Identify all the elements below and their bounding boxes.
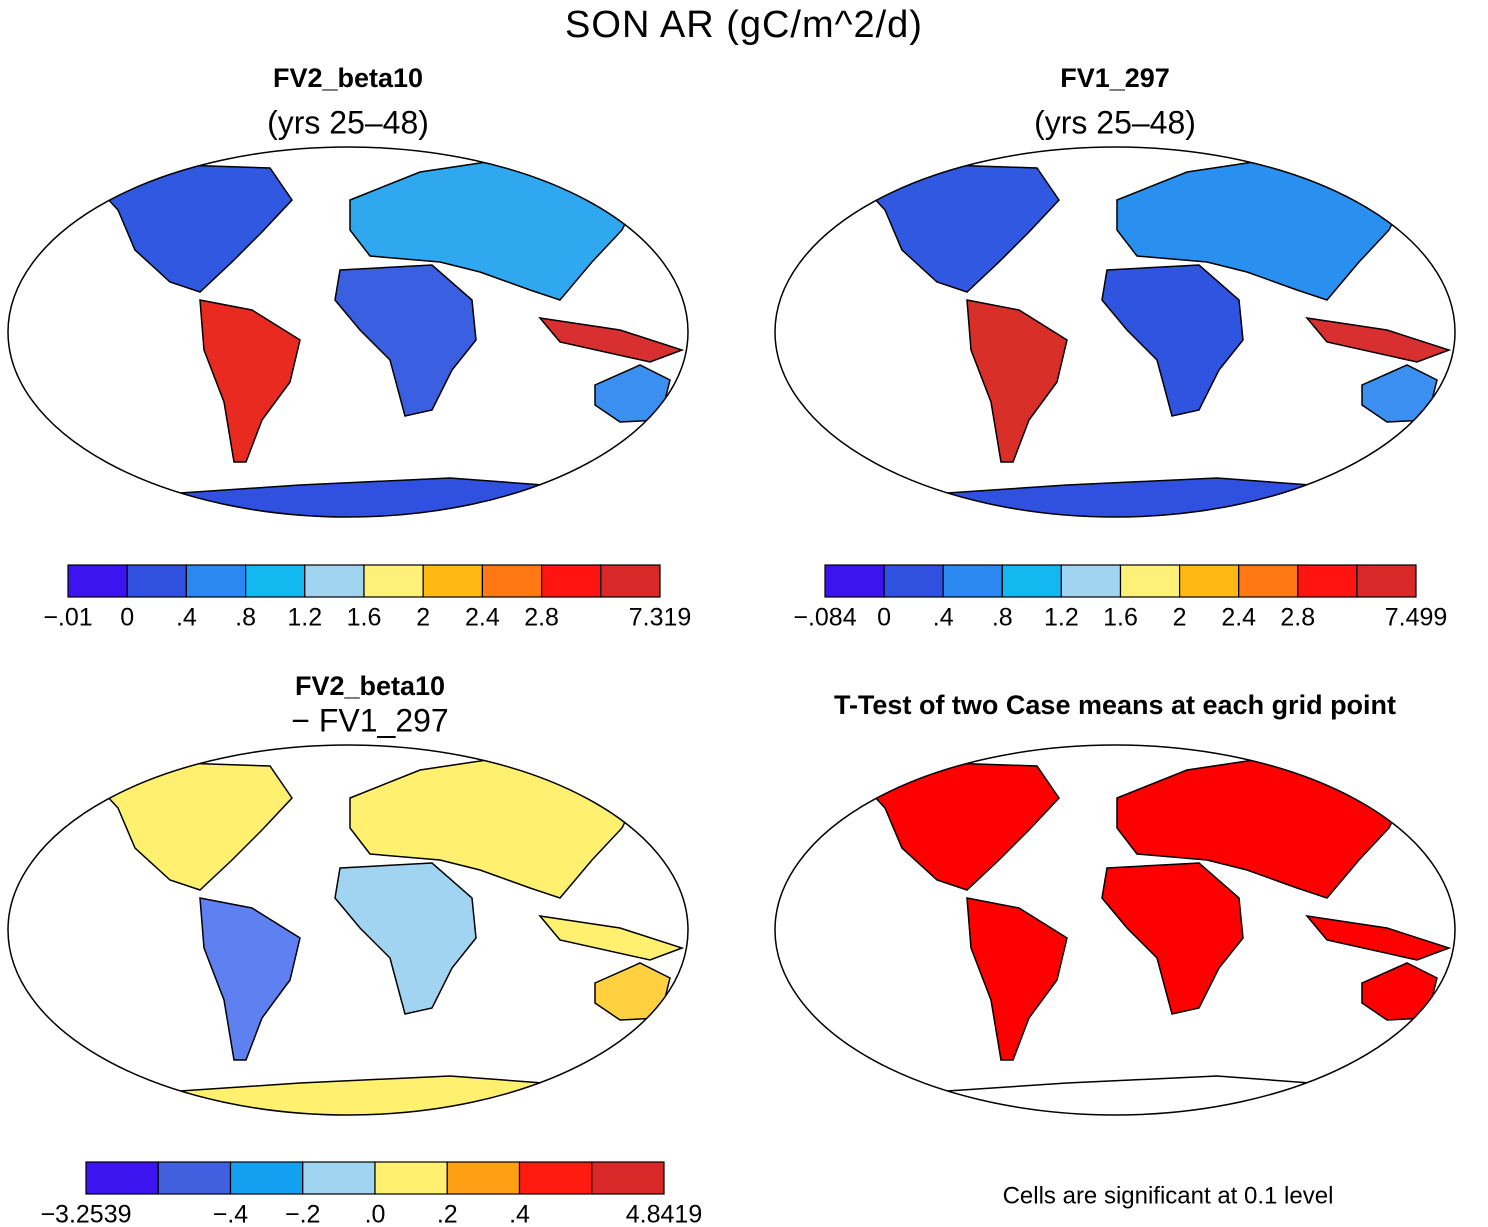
colorbar-label: 1.2 (1044, 604, 1079, 632)
colorbar-label: 0 (877, 604, 891, 632)
colorbar-label: 2.8 (1280, 604, 1315, 632)
map-border (774, 744, 1456, 1116)
colorbar-box (1356, 564, 1417, 598)
panel-subtitle: − FV1_297 (291, 702, 448, 738)
land-au (594, 962, 671, 1021)
map (93, 757, 685, 1115)
land-sa (966, 897, 1068, 1061)
land-au (594, 364, 671, 423)
colorbar-label: −.084 (793, 604, 856, 632)
colorbar-box (446, 1161, 521, 1195)
colorbar-label: 2.4 (465, 604, 500, 632)
colorbar-box (824, 564, 885, 598)
panel-subtitle: (yrs 25–48) (1034, 104, 1196, 140)
colorbar-label: 2 (1173, 604, 1187, 632)
colorbar-box (518, 1161, 593, 1195)
colorbar-box (600, 564, 661, 598)
panel-title: T-Test of two Case means at each grid po… (834, 690, 1396, 720)
colorbar-label: 2.4 (1221, 604, 1256, 632)
land-na (93, 762, 293, 891)
map-border (7, 744, 689, 1116)
figure-title: SON AR (gC/m^2/d) (565, 4, 923, 46)
land-au (1361, 364, 1438, 423)
colorbar-label: 1.2 (287, 604, 322, 632)
colorbar-box (481, 564, 543, 598)
land-id (538, 316, 685, 363)
colorbar-label: −3.2539 (40, 1201, 131, 1227)
colorbar-label: .4 (509, 1201, 530, 1227)
colorbar-box (302, 1161, 376, 1195)
colorbar-label: 7.499 (1385, 604, 1448, 632)
map (860, 159, 1452, 517)
panel-title: FV2_beta10 (295, 671, 445, 701)
land-na (860, 762, 1060, 891)
land-sa (966, 299, 1068, 463)
colorbar-box (942, 564, 1003, 598)
colorbar-box (1238, 564, 1299, 598)
colorbar-box (422, 564, 484, 598)
colorbar-box (185, 564, 247, 598)
colorbar-label: .4 (933, 604, 954, 632)
map-border (774, 146, 1456, 518)
panel-subtitle: (yrs 25–48) (267, 104, 429, 140)
colorbar-label: 1.6 (347, 604, 382, 632)
colorbar-label: 2 (416, 604, 430, 632)
colorbar-box (363, 564, 424, 598)
colorbar-label: 4.8419 (626, 1201, 702, 1227)
land-id (1305, 316, 1452, 363)
land-au (1361, 962, 1438, 1021)
colorbar-label: .4 (176, 604, 197, 632)
colorbar-label: .2 (437, 1201, 458, 1227)
colorbar-label: 1.6 (1103, 604, 1138, 632)
land-af (1101, 264, 1244, 417)
land-sa (199, 897, 301, 1061)
land-af (334, 264, 477, 417)
colorbar-label: 0 (120, 604, 134, 632)
land-af (1101, 862, 1244, 1015)
colorbar-box (1060, 564, 1122, 598)
map-border (7, 146, 689, 518)
map (860, 757, 1452, 1115)
colorbar-label: .8 (992, 604, 1013, 632)
land-id (1305, 914, 1452, 961)
colorbar-box (540, 564, 602, 598)
colorbar-label: −.2 (285, 1201, 320, 1227)
colorbar-box (85, 1161, 159, 1195)
land-af (334, 862, 477, 1015)
colorbar-box (304, 564, 365, 598)
panel-title: FV2_beta10 (273, 63, 423, 93)
colorbar-box (229, 1161, 304, 1195)
colorbar-box (1297, 564, 1358, 598)
land-sa (199, 299, 301, 463)
colorbar-label: .0 (365, 1201, 386, 1227)
colorbar-box (126, 564, 187, 598)
colorbar-box (883, 564, 944, 598)
colorbar-box (1178, 564, 1240, 598)
land-na (860, 164, 1060, 293)
panel-title: FV1_297 (1060, 63, 1170, 93)
map (93, 159, 685, 517)
land-id (538, 914, 685, 961)
colorbar-box (157, 1161, 232, 1195)
colorbar-label: 2.8 (524, 604, 559, 632)
colorbar-box (245, 564, 306, 598)
colorbar-box (374, 1161, 448, 1195)
colorbar-box (591, 1161, 665, 1195)
colorbar-label: 7.319 (629, 604, 692, 632)
colorbar-label: −.4 (213, 1201, 249, 1227)
colorbar-box (1001, 564, 1062, 598)
colorbar-box (1119, 564, 1181, 598)
colorbar-label: −.01 (43, 604, 92, 632)
colorbar-box (67, 564, 128, 598)
land-na (93, 164, 293, 293)
note: Cells are significant at 0.1 level (1003, 1182, 1334, 1209)
colorbar-label: .8 (235, 604, 256, 632)
